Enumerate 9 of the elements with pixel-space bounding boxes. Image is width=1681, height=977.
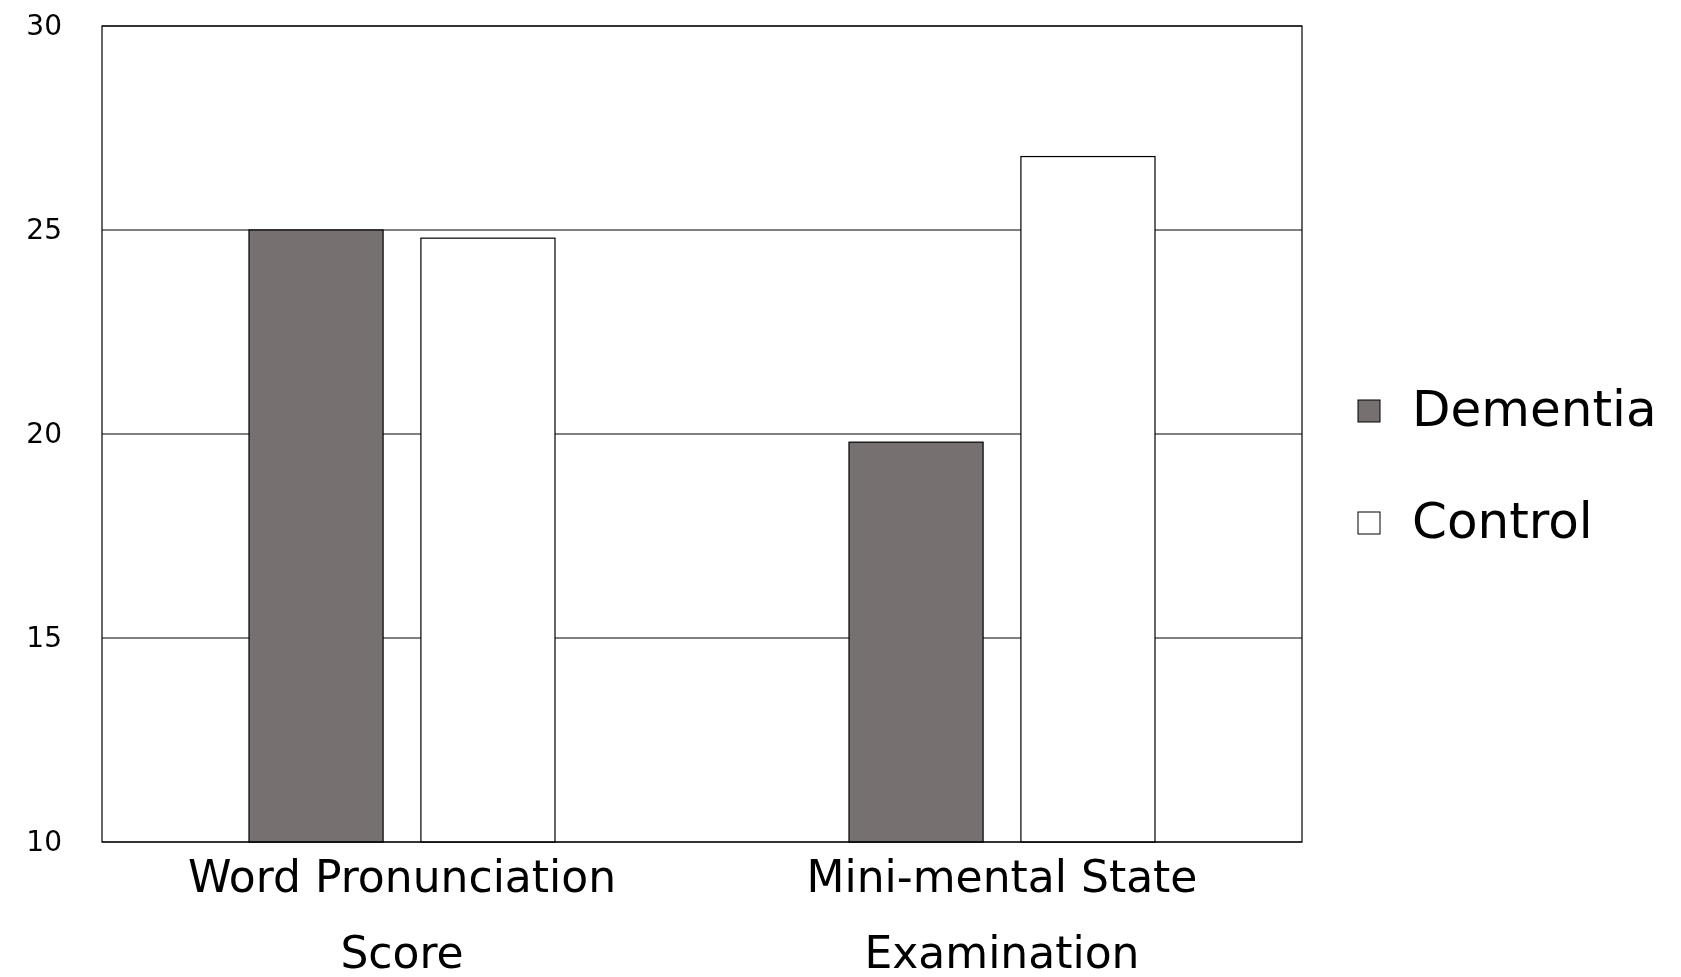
x-tick-label: Word Pronunciation Score bbox=[187, 851, 617, 977]
y-tick-label: 10 bbox=[26, 825, 62, 859]
legend-label: Control bbox=[1412, 492, 1593, 550]
y-tick-label: 15 bbox=[26, 621, 62, 655]
x-tick-label: Mini-mental State Examination bbox=[806, 851, 1198, 977]
legend-label: Dementia bbox=[1412, 380, 1657, 438]
y-tick-label: 25 bbox=[26, 213, 62, 247]
y-tick-label: 20 bbox=[26, 417, 62, 451]
y-tick-label: 30 bbox=[26, 9, 62, 43]
